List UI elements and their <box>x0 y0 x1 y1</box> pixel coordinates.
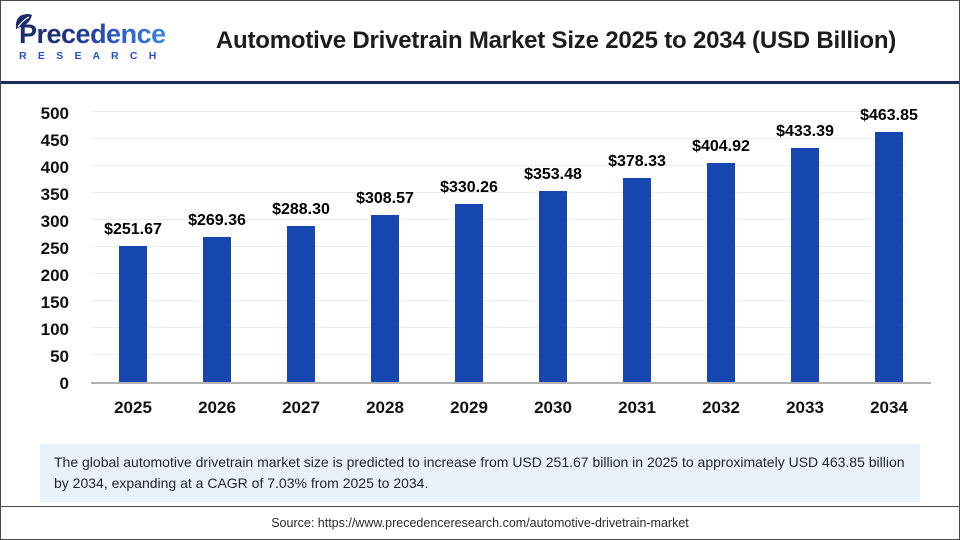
gridline <box>91 219 906 220</box>
gridline <box>91 354 906 355</box>
bar-value-label: $433.39 <box>776 122 834 140</box>
bar-group: $378.33 <box>595 114 679 382</box>
plot-area: $251.67 $269.36 $288.30 $308.57 $330.26 $353.… <box>91 107 931 384</box>
x-axis-tick-label: 2032 <box>702 398 740 417</box>
x-axis-tick-label: 2031 <box>618 398 656 417</box>
bar-value-label: $378.33 <box>608 152 666 170</box>
bar <box>455 203 483 382</box>
logo-subtitle: R E S E A R C H <box>19 49 161 62</box>
bar <box>791 147 819 382</box>
x-axis-tick-label: 2027 <box>282 398 320 417</box>
gridline <box>91 273 906 274</box>
bar <box>875 131 903 382</box>
bar-value-label: $330.26 <box>440 178 498 196</box>
bar-group: $433.39 <box>763 114 847 382</box>
y-axis-tick-label: 350 <box>40 185 69 204</box>
logo-wordmark: Precedence <box>19 18 166 49</box>
precedence-research-logo: Precedence R E S E A R C H <box>13 13 166 62</box>
y-axis-tick-label: 0 <box>59 374 69 393</box>
source-strip: Source: https://www.precedenceresearch.c… <box>1 506 959 539</box>
bar <box>119 246 147 382</box>
bar-value-label: $269.36 <box>188 211 246 229</box>
bar-group: $330.26 <box>427 114 511 382</box>
y-axis-tick-label: 300 <box>40 212 69 231</box>
bar-value-label: $308.57 <box>356 190 414 208</box>
x-axis-tick-label: 2025 <box>114 398 152 417</box>
page-title: Automotive Drivetrain Market Size 2025 t… <box>215 27 897 54</box>
bar <box>371 215 399 382</box>
x-axis-tick-label: 2030 <box>534 398 572 417</box>
x-axis-tick-label: 2026 <box>198 398 236 417</box>
bar-group: $308.57 <box>343 114 427 382</box>
x-axis-tick-label: 2033 <box>786 398 824 417</box>
bar <box>707 163 735 382</box>
bar <box>623 177 651 382</box>
bar-chart: 0 50 100 150 200 250 300 350 400 450 500 $251.67 $2… <box>1 84 959 436</box>
bars-row: $251.67 $269.36 $288.30 $308.57 $330.26 $353.… <box>91 107 931 382</box>
bar <box>203 236 231 382</box>
gridline <box>91 165 906 166</box>
bar <box>539 191 567 382</box>
y-axis-tick-label: 50 <box>50 347 69 366</box>
header: Precedence R E S E A R C H Automotive Dr… <box>1 1 959 84</box>
bar-group: $353.48 <box>511 114 595 382</box>
y-axis-tick-label: 250 <box>40 239 69 258</box>
x-axis-tick-label: 2028 <box>366 398 404 417</box>
bar-value-label: $404.92 <box>692 138 750 156</box>
gridline <box>91 327 906 328</box>
leaf-icon <box>15 13 32 29</box>
bar-value-label: $353.48 <box>524 166 582 184</box>
y-axis-labels: 0 50 100 150 200 250 300 350 400 450 500 <box>1 104 81 393</box>
bar-group: $251.67 <box>91 114 175 382</box>
y-axis-tick-label: 500 <box>40 104 69 123</box>
bar-group: $269.36 <box>175 114 259 382</box>
source-text: Source: https://www.precedenceresearch.c… <box>271 516 689 530</box>
gridline <box>91 300 906 301</box>
bar-value-label: $288.30 <box>272 201 330 219</box>
bar-group: $404.92 <box>679 114 763 382</box>
y-axis-tick-label: 150 <box>40 293 69 312</box>
summary-box: The global automotive drivetrain market … <box>40 444 920 502</box>
y-axis-tick-label: 100 <box>40 320 69 339</box>
bar <box>287 226 315 382</box>
gridline <box>91 192 906 193</box>
bar-value-label: $251.67 <box>104 221 162 239</box>
gridline <box>91 111 906 112</box>
gridline <box>91 246 906 247</box>
x-axis-tick-label: 2034 <box>870 398 908 417</box>
bar-group: $288.30 <box>259 114 343 382</box>
bar-group: $463.85 <box>847 107 931 382</box>
x-axis-tick-label: 2029 <box>450 398 488 417</box>
y-axis-tick-label: 450 <box>40 131 69 150</box>
gridline <box>91 138 906 139</box>
y-axis-tick-label: 200 <box>40 266 69 285</box>
y-axis-tick-label: 400 <box>40 158 69 177</box>
x-axis-labels: 2025 2026 2027 2028 2029 2030 2031 2032 2033 2034 <box>91 398 931 418</box>
bar-value-label: $463.85 <box>860 106 918 124</box>
